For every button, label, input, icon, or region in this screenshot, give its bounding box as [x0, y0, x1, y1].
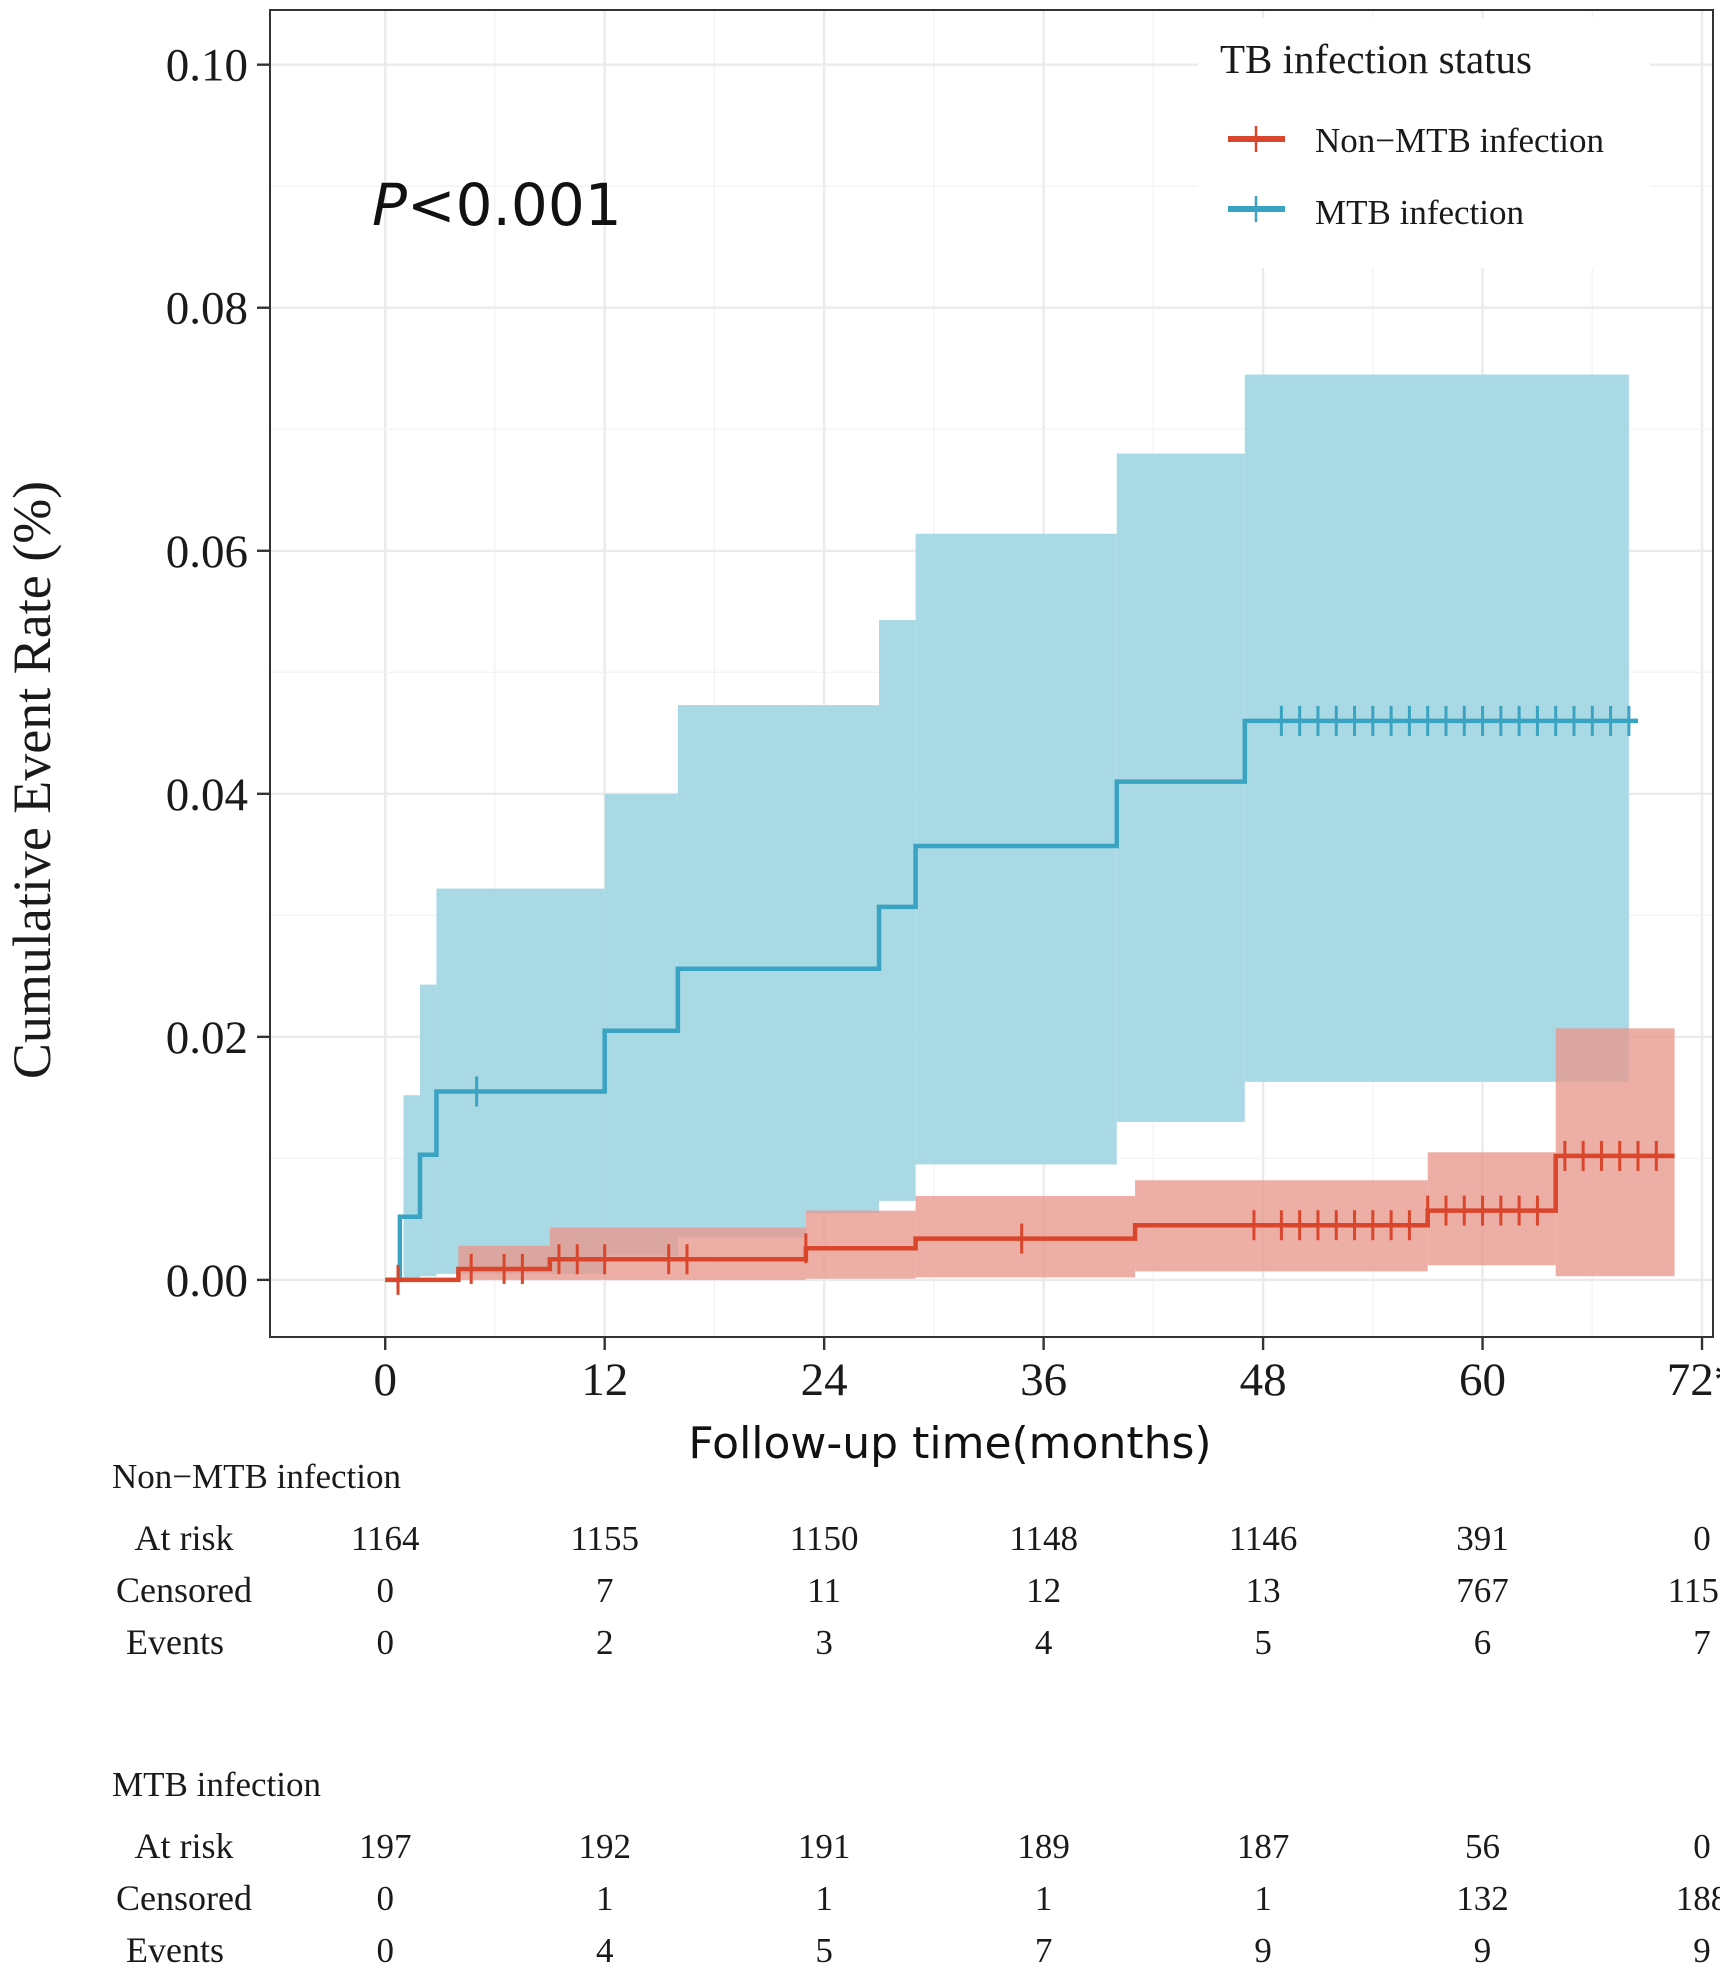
- risk-cell: 2: [596, 1623, 614, 1662]
- risk-cell: 0: [1693, 1519, 1711, 1558]
- plot-panel: TB infection status Non−MTB infection MT…: [269, 9, 1714, 1338]
- risk-cell: 0: [376, 1571, 394, 1610]
- risk-cell: 1: [815, 1879, 833, 1918]
- x-tick-label: 12: [581, 1354, 628, 1406]
- risk-row-label: Events: [126, 1930, 224, 1970]
- y-tick-label: 0.04: [166, 769, 248, 821]
- y-tick-label: 0.02: [166, 1012, 248, 1064]
- legend-label-non-mtb: Non−MTB infection: [1315, 121, 1604, 160]
- ci-band-mtb: [604, 793, 678, 1256]
- risk-row-label: Censored: [116, 1878, 252, 1918]
- y-tick-label: 0.06: [166, 526, 248, 578]
- x-tick-label: 36: [1020, 1354, 1067, 1406]
- risk-cell: 191: [798, 1827, 851, 1866]
- y-tick-label: 0.10: [166, 40, 248, 92]
- risk-cell: 0: [376, 1623, 394, 1662]
- risk-cell: 0: [376, 1931, 394, 1970]
- risk-cell: 197: [359, 1827, 412, 1866]
- ci-band-mtb: [419, 984, 437, 1277]
- y-tick-label: 0.08: [166, 283, 248, 335]
- risk-cell: 12: [1026, 1571, 1061, 1610]
- risk-cell: 9: [1254, 1931, 1272, 1970]
- risk-cell: 7: [1035, 1931, 1053, 1970]
- risk-cell: 0: [1693, 1827, 1711, 1866]
- risk-row-label: At risk: [135, 1518, 234, 1558]
- x-tick-label: 24: [801, 1354, 848, 1406]
- risk-group-title: Non−MTB infection: [112, 1457, 401, 1496]
- risk-cell: 767: [1456, 1571, 1509, 1610]
- risk-cell: 11: [807, 1571, 841, 1610]
- curve-mtb: [385, 718, 1639, 1283]
- legend-key-mtb: [1228, 196, 1285, 222]
- p-value-symbol: P: [372, 171, 407, 239]
- curve-non-mtb: [385, 1153, 1675, 1283]
- legend: TB infection status Non−MTB infection MT…: [1198, 18, 1650, 268]
- risk-cell: 1146: [1229, 1519, 1298, 1558]
- risk-cell: 192: [578, 1827, 631, 1866]
- risk-cell: 3: [815, 1623, 833, 1662]
- risk-cell: 6: [1474, 1623, 1492, 1662]
- risk-cell: 1: [1254, 1879, 1272, 1918]
- risk-row-label: Events: [126, 1622, 224, 1662]
- risk-cell: 1150: [790, 1519, 859, 1558]
- risk-cell: 4: [596, 1931, 614, 1970]
- ci-band-mtb: [1116, 453, 1245, 1122]
- legend-label-mtb: MTB infection: [1315, 193, 1524, 232]
- plot-border: [269, 9, 1714, 1338]
- x-tick-label: 60: [1459, 1354, 1506, 1406]
- ci-band-mtb: [805, 705, 880, 1214]
- risk-cell: 391: [1456, 1519, 1509, 1558]
- legend-title: TB infection status: [1220, 36, 1532, 82]
- risk-cell: 7: [1693, 1623, 1711, 1662]
- ci-band-non-mtb: [805, 1210, 916, 1279]
- risk-cell: 5: [1254, 1623, 1272, 1662]
- risk-cell: 9: [1474, 1931, 1492, 1970]
- legend-key-non-mtb: [1228, 126, 1285, 152]
- x-tick-label: 48: [1240, 1354, 1287, 1406]
- ci-band-mtb: [677, 705, 806, 1238]
- risk-cell: 5: [815, 1931, 833, 1970]
- survival-curves: [385, 718, 1675, 1283]
- risk-cell: 132: [1456, 1879, 1509, 1918]
- risk-cell: 4: [1035, 1623, 1053, 1662]
- risk-cell: 1: [1035, 1879, 1053, 1918]
- ci-band-non-mtb: [549, 1227, 806, 1280]
- risk-cell: 7: [596, 1571, 614, 1610]
- x-tick-label: 72*: [1667, 1354, 1720, 1406]
- legend-background: [1198, 18, 1650, 268]
- risk-group-title: MTB infection: [112, 1765, 321, 1804]
- risk-cell: 13: [1246, 1571, 1281, 1610]
- risk-cell: 1164: [351, 1519, 420, 1558]
- risk-cell: 1157: [1668, 1571, 1720, 1610]
- risk-cell: 188: [1676, 1879, 1720, 1918]
- p-value-text: <0.001: [407, 171, 622, 239]
- risk-cell: 187: [1237, 1827, 1290, 1866]
- risk-cell: 1155: [570, 1519, 639, 1558]
- risk-cell: 9: [1693, 1931, 1711, 1970]
- risk-cell: 56: [1465, 1827, 1500, 1866]
- ci-band-mtb: [915, 533, 1117, 1165]
- ci-band-mtb: [1244, 374, 1629, 1082]
- ci-band-non-mtb: [1555, 1028, 1675, 1277]
- confidence-bands: [403, 374, 1675, 1280]
- ci-band-mtb: [403, 1095, 420, 1279]
- ci-band-mtb: [436, 888, 605, 1274]
- y-tick-label: 0.00: [166, 1255, 248, 1307]
- p-value-annotation: P<0.001: [372, 171, 622, 239]
- risk-cell: 189: [1017, 1827, 1070, 1866]
- risk-cell: 0: [376, 1879, 394, 1918]
- risk-row-label: Censored: [116, 1570, 252, 1610]
- y-axis-label: Cumulative Event Rate (%): [2, 481, 62, 1079]
- risk-cell: 1: [596, 1879, 614, 1918]
- censor-marks: [396, 705, 1658, 1295]
- x-axis-label: Follow-up time(months): [688, 1418, 1211, 1469]
- risk-cell: 1148: [1009, 1519, 1078, 1558]
- x-axis: 0 12 24 36 48 60 72*: [373, 1337, 1720, 1406]
- risk-row-label: At risk: [135, 1826, 234, 1866]
- x-tick-label: 0: [373, 1354, 397, 1406]
- ci-band-mtb: [879, 620, 916, 1201]
- y-axis: 0.00 0.02 0.04 0.06 0.08 0.10: [166, 40, 270, 1307]
